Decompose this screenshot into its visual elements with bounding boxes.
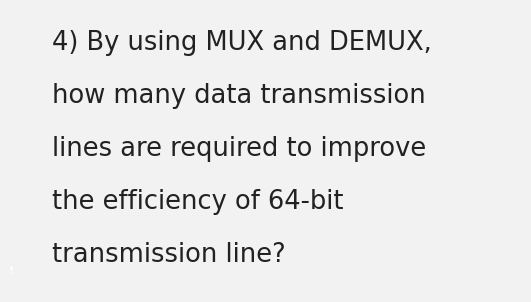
Text: !: ! — [8, 266, 14, 276]
Text: transmission line?: transmission line? — [52, 242, 286, 268]
Text: 4) By using MUX and DEMUX,: 4) By using MUX and DEMUX, — [52, 30, 432, 56]
Text: lines are required to improve: lines are required to improve — [52, 136, 426, 162]
Text: how many data transmission: how many data transmission — [52, 83, 426, 109]
Text: the efficiency of 64-bit: the efficiency of 64-bit — [52, 189, 344, 215]
